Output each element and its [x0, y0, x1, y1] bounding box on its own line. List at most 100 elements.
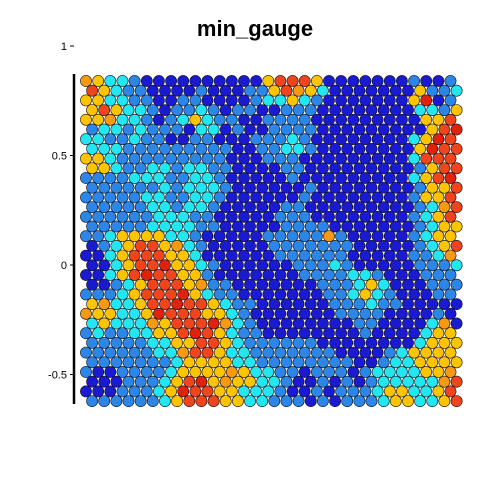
hex-cell [438, 356, 451, 369]
hex-cell [335, 152, 347, 165]
hex-cell [104, 269, 117, 281]
hex-cell [383, 75, 396, 87]
hex-cell [250, 327, 262, 340]
hex-cell [256, 278, 269, 291]
hex-cell [219, 201, 232, 213]
hex-cell [377, 259, 390, 272]
hex-cell [274, 366, 287, 378]
hex-cell [335, 230, 347, 243]
hex-cell [274, 288, 287, 301]
hex-cell [359, 327, 372, 340]
hex-cell [92, 113, 105, 126]
hex-cell [189, 191, 202, 204]
hex-cell [359, 249, 372, 262]
hex-cell [450, 336, 463, 349]
hex-cell [219, 239, 232, 252]
hex-cell [353, 162, 366, 175]
hex-cell [365, 201, 378, 213]
hex-cell [189, 366, 202, 378]
hex-cell [116, 366, 129, 378]
hex-cell [128, 249, 141, 262]
hex-cell [183, 336, 196, 349]
hex-cell [195, 239, 208, 252]
hex-cell [159, 162, 171, 175]
hex-cell [353, 84, 366, 97]
hex-cell [183, 259, 196, 272]
hex-cell [304, 162, 317, 175]
hex-cell [353, 336, 366, 349]
hex-cell [146, 375, 159, 388]
hex-cell [134, 356, 147, 369]
hex-cell [256, 123, 269, 136]
hex-cell [371, 152, 384, 165]
hex-cell [256, 142, 269, 155]
hex-cell [195, 142, 208, 155]
hex-cell [122, 84, 135, 97]
hex-cell [389, 375, 402, 388]
hex-cell [414, 104, 426, 116]
hex-cell [280, 220, 293, 233]
hex-cell [371, 75, 384, 87]
hex-cell [335, 288, 347, 301]
hex-cell [402, 298, 414, 310]
hex-cell [122, 317, 135, 330]
hex-cell [316, 181, 329, 194]
hex-cell [122, 201, 135, 213]
hex-cell [244, 142, 256, 155]
hex-cell [408, 133, 420, 146]
hex-cell [298, 191, 311, 204]
hex-cell [414, 123, 426, 136]
hex-cell [444, 191, 457, 204]
hex-cell [298, 94, 311, 107]
hex-cell [371, 94, 384, 107]
hex-cell [353, 317, 366, 330]
y-tick-label: 0.5 [52, 151, 67, 163]
hex-cell [177, 113, 190, 126]
hex-cell [146, 162, 159, 175]
hex-cell [110, 278, 123, 291]
hex-cell [225, 327, 238, 340]
hex-cell [383, 133, 396, 146]
hex-cell [207, 181, 220, 194]
hex-cell [177, 288, 190, 301]
hex-cell [280, 259, 293, 272]
hex-cell [389, 336, 402, 349]
hex-cell [365, 375, 378, 388]
hex-cell [304, 395, 317, 407]
hex-cell [256, 162, 269, 175]
hex-cell [171, 181, 183, 194]
hex-cell [122, 162, 135, 175]
hex-cell [189, 152, 202, 165]
hex-cell [110, 123, 123, 136]
hex-cell [286, 366, 299, 378]
hex-cell [450, 142, 463, 155]
hex-cell [134, 201, 147, 213]
hex-cell [420, 366, 433, 378]
hex-cell [116, 327, 129, 340]
hex-cell [195, 201, 208, 213]
hex-cell [80, 172, 92, 184]
hex-cell [140, 191, 153, 204]
hex-cell [365, 336, 378, 349]
hex-cell [444, 94, 457, 107]
hex-cell [389, 220, 402, 233]
hex-cell [159, 142, 171, 155]
hex-cell [310, 172, 323, 184]
hex-cell [134, 336, 147, 349]
hex-cell [395, 172, 408, 184]
hex-cell [286, 75, 299, 87]
hex-cell [323, 307, 335, 320]
hex-cell [171, 336, 183, 349]
hex-cell [347, 269, 360, 281]
hex-cell [86, 123, 98, 136]
hex-cell [438, 395, 451, 407]
hex-cell [450, 375, 463, 388]
hex-cell [86, 239, 98, 252]
hex-cell [244, 259, 256, 272]
hex-cell [152, 133, 165, 146]
hex-cell [316, 317, 329, 330]
hex-cell [152, 288, 165, 301]
hex-cell [347, 327, 360, 340]
hex-cell [110, 239, 123, 252]
